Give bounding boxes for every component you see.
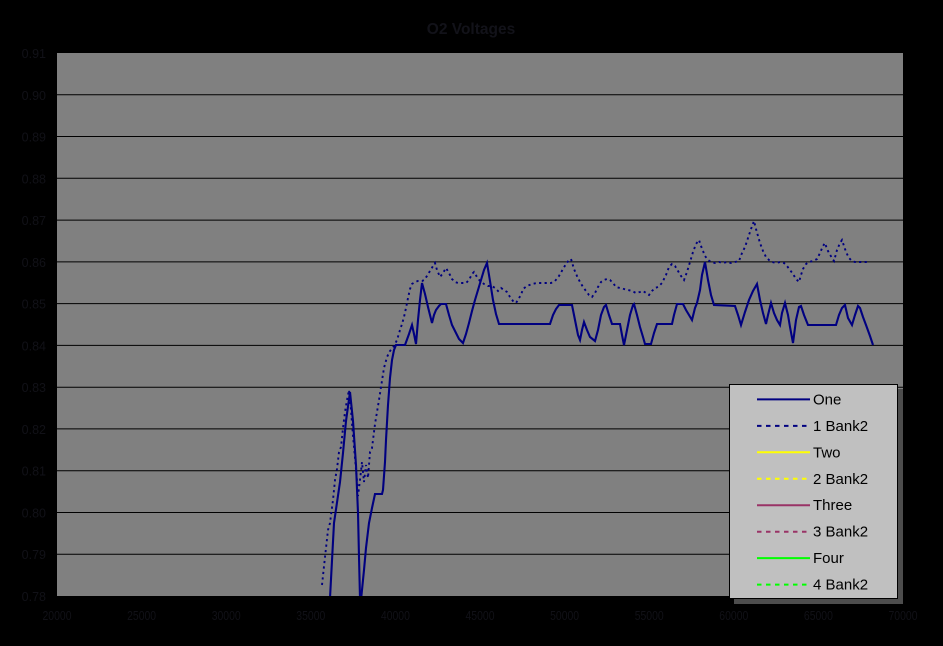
svg-text:Two: Two: [813, 444, 841, 461]
svg-text:35000: 35000: [296, 608, 325, 623]
svg-text:50000: 50000: [550, 608, 579, 623]
svg-text:0.78: 0.78: [22, 590, 46, 604]
svg-text:20000: 20000: [43, 608, 72, 623]
svg-text:Four: Four: [813, 550, 844, 567]
svg-text:0.79: 0.79: [22, 548, 46, 562]
svg-text:0.89: 0.89: [22, 131, 46, 145]
svg-text:2 Bank2: 2 Bank2: [813, 471, 868, 488]
svg-text:0.88: 0.88: [22, 172, 46, 186]
svg-text:0.84: 0.84: [22, 339, 46, 353]
svg-text:0.83: 0.83: [22, 381, 46, 395]
svg-text:0.91: 0.91: [22, 47, 46, 61]
svg-text:0.87: 0.87: [22, 214, 46, 228]
svg-text:65000: 65000: [804, 608, 833, 623]
svg-text:0.81: 0.81: [22, 465, 46, 479]
svg-text:4 Bank2: 4 Bank2: [813, 577, 868, 594]
svg-text:30000: 30000: [212, 608, 241, 623]
svg-text:45000: 45000: [466, 608, 495, 623]
svg-text:60000: 60000: [719, 608, 748, 623]
svg-text:55000: 55000: [635, 608, 664, 623]
svg-text:25000: 25000: [127, 608, 156, 623]
svg-text:Three: Three: [813, 497, 852, 514]
svg-text:0.86: 0.86: [22, 256, 46, 270]
svg-text:1 Bank2: 1 Bank2: [813, 418, 868, 435]
svg-text:0.80: 0.80: [22, 507, 46, 521]
svg-text:O2 Voltages: O2 Voltages: [427, 21, 515, 38]
svg-text:0.90: 0.90: [22, 89, 46, 103]
svg-text:0.82: 0.82: [22, 423, 46, 437]
svg-text:3 Bank2: 3 Bank2: [813, 524, 868, 541]
svg-text:70000: 70000: [889, 608, 918, 623]
svg-text:One: One: [813, 391, 841, 408]
svg-text:0.85: 0.85: [22, 298, 46, 312]
svg-text:40000: 40000: [381, 608, 410, 623]
